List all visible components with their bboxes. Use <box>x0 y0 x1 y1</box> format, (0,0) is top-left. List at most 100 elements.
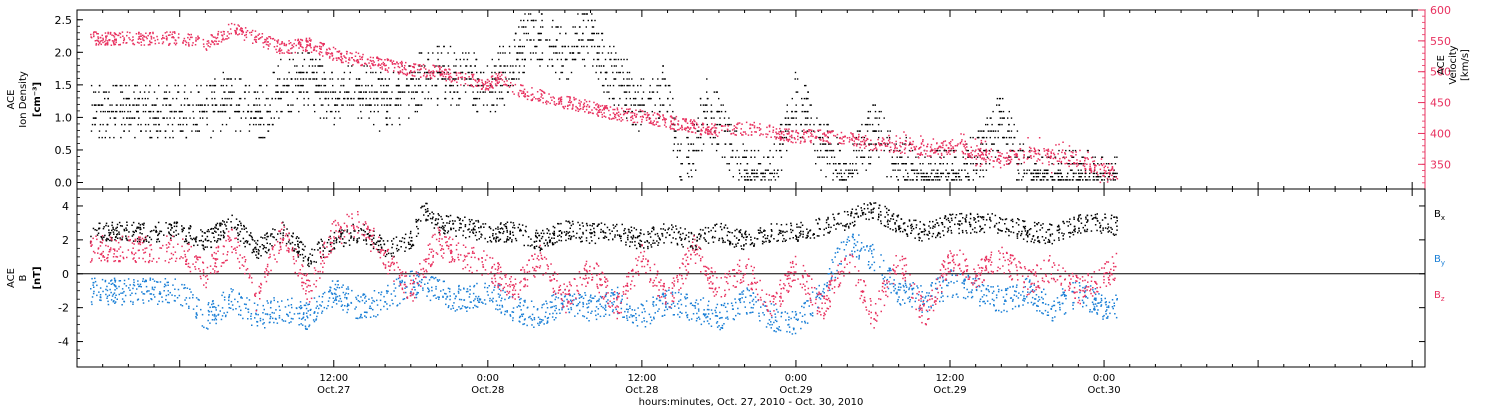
velocity-point <box>896 150 898 152</box>
velocity-point <box>156 36 158 38</box>
velocity-point <box>899 138 901 140</box>
density-point <box>1072 150 1073 151</box>
velocity-point <box>921 143 923 145</box>
b-point <box>948 218 950 220</box>
density-point <box>728 117 729 118</box>
density-point <box>762 173 763 174</box>
density-point <box>785 130 786 131</box>
b-point <box>573 231 575 233</box>
velocity-point <box>418 64 420 66</box>
density-point <box>1067 173 1068 174</box>
velocity-point <box>518 94 520 96</box>
velocity-point <box>263 46 265 48</box>
density-point <box>358 117 359 118</box>
density-point <box>190 91 191 92</box>
density-point <box>961 179 962 180</box>
density-point <box>436 85 437 86</box>
b-point <box>1031 241 1033 243</box>
velocity-point <box>140 39 142 41</box>
velocity-point <box>784 128 786 130</box>
density-point <box>351 104 352 105</box>
velocity-point <box>333 58 335 60</box>
velocity-point <box>714 124 716 126</box>
density-point <box>980 170 981 171</box>
density-point <box>260 117 261 118</box>
density-point <box>687 173 688 174</box>
density-point <box>518 46 519 47</box>
density-point <box>386 104 387 105</box>
density-point <box>1011 137 1012 138</box>
density-point <box>970 137 971 138</box>
density-point <box>370 104 371 105</box>
density-point <box>315 59 316 60</box>
velocity-point <box>588 111 590 113</box>
density-point <box>824 143 825 144</box>
density-point <box>406 78 407 79</box>
velocity-point <box>169 43 171 45</box>
velocity-point <box>580 103 582 105</box>
density-point <box>176 111 177 112</box>
density-point <box>637 104 638 105</box>
density-point <box>627 72 628 73</box>
density-point <box>450 91 451 92</box>
density-point <box>605 78 606 79</box>
b-point <box>111 230 113 232</box>
density-point <box>914 170 915 171</box>
density-point <box>214 91 215 92</box>
velocity-point <box>870 149 872 151</box>
velocity-point <box>673 128 675 130</box>
density-point <box>626 98 627 99</box>
density-point <box>420 85 421 86</box>
density-point <box>663 78 664 79</box>
velocity-point <box>149 32 151 34</box>
b-point <box>432 218 434 220</box>
density-point <box>206 98 207 99</box>
density-point <box>835 170 836 171</box>
velocity-point <box>980 166 982 168</box>
velocity-point <box>286 44 288 46</box>
density-point <box>95 91 96 92</box>
density-point <box>693 143 694 144</box>
velocity-point <box>881 144 883 146</box>
velocity-point <box>942 147 944 149</box>
velocity-point <box>168 35 170 37</box>
density-point <box>739 173 740 174</box>
velocity-point <box>292 45 294 47</box>
velocity-point <box>1076 159 1078 161</box>
density-point <box>1046 173 1047 174</box>
velocity-point <box>572 105 574 107</box>
density-point <box>603 85 604 86</box>
density-point <box>277 91 278 92</box>
velocity-point <box>734 128 736 130</box>
density-point <box>288 104 289 105</box>
density-point <box>515 33 516 34</box>
velocity-point <box>266 44 268 46</box>
density-point <box>445 78 446 79</box>
velocity-point <box>584 99 586 101</box>
density-point <box>756 176 757 177</box>
density-point <box>754 179 755 180</box>
b-point <box>745 239 747 241</box>
density-point <box>768 170 769 171</box>
density-point <box>603 65 604 66</box>
density-point <box>424 98 425 99</box>
density-point <box>829 163 830 164</box>
velocity-point <box>803 137 805 139</box>
density-point <box>322 78 323 79</box>
density-point <box>903 163 904 164</box>
density-point <box>603 46 604 47</box>
density-point <box>733 176 734 177</box>
b-point <box>161 231 163 233</box>
velocity-point <box>403 73 405 75</box>
velocity-point <box>917 153 919 155</box>
velocity-point <box>1055 144 1057 146</box>
density-point <box>130 124 131 125</box>
density-point <box>91 130 92 131</box>
density-point <box>184 91 185 92</box>
density-point <box>1007 143 1008 144</box>
density-point <box>582 39 583 40</box>
density-point <box>445 91 446 92</box>
velocity-point <box>488 89 490 91</box>
density-point <box>615 52 616 53</box>
density-point <box>524 72 525 73</box>
